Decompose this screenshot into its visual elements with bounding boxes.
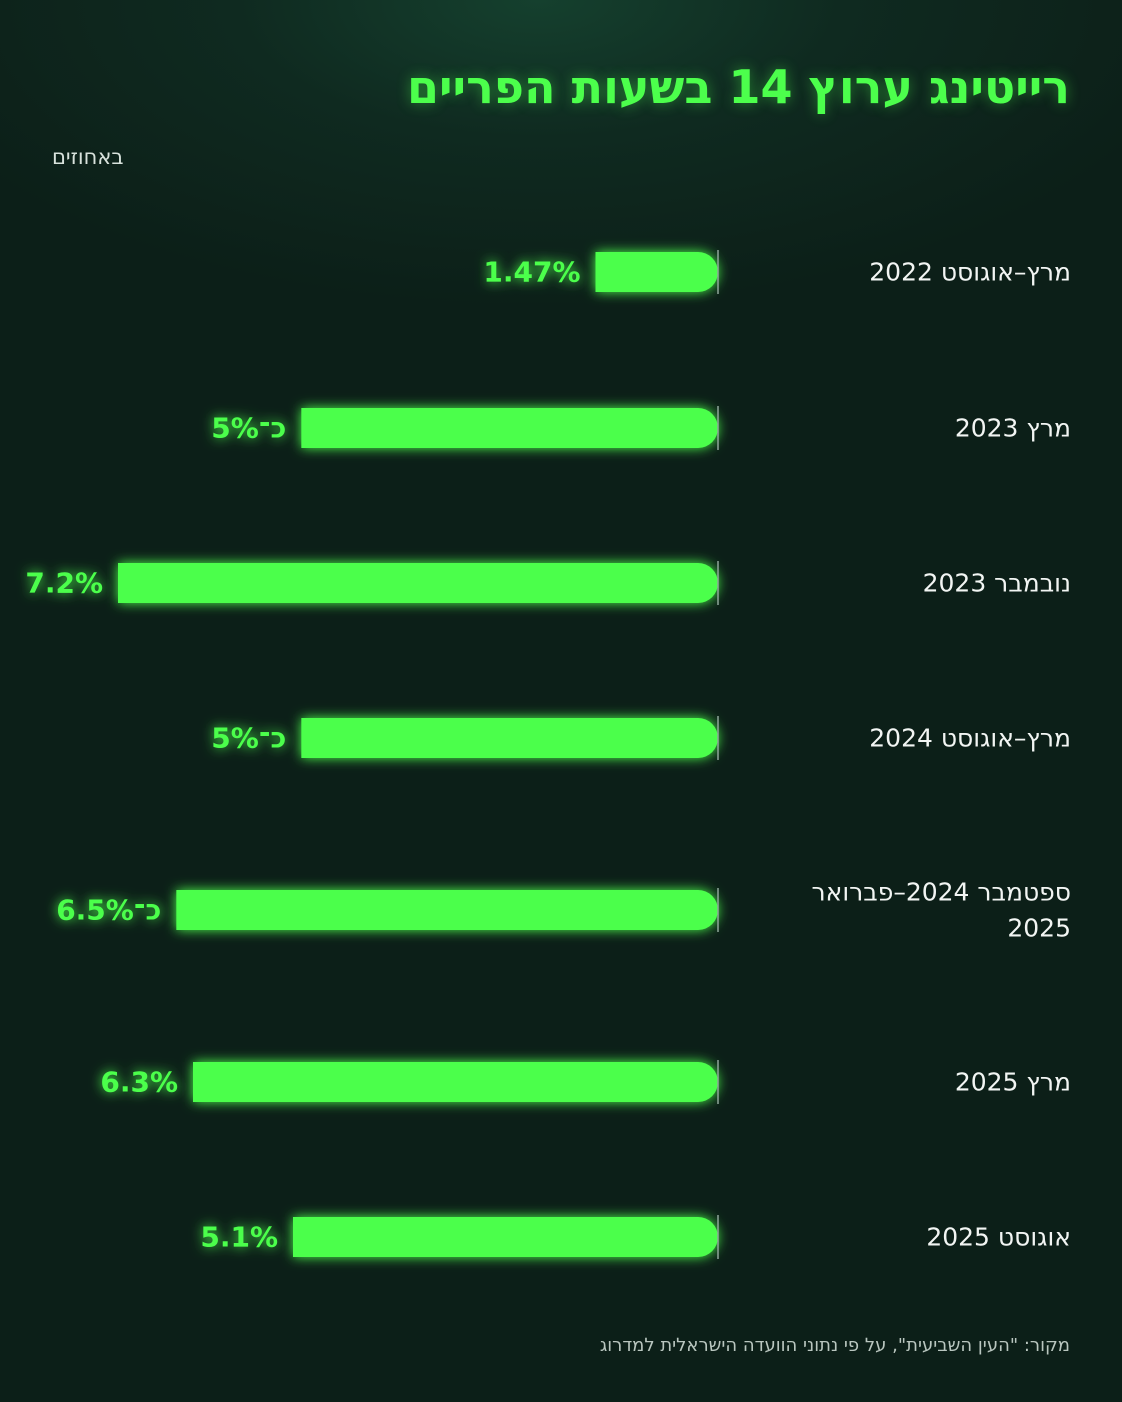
value-label-1: 1.47%: [483, 256, 580, 289]
bar-1: [595, 252, 718, 292]
category-label-2: מרץ 2023: [955, 414, 1071, 443]
category-label-4: מרץ–אוגוסט 2024: [869, 724, 1071, 753]
value-label-2: כ־5%: [211, 412, 286, 445]
source-note: מקור: "העין השביעית", על פי נתוני הוועדה…: [599, 1335, 1070, 1356]
bar-2: [301, 408, 718, 448]
value-label-4: כ־5%: [211, 722, 286, 755]
chart-title: רייטינג ערוץ 14 בשעות הפריים: [406, 60, 1070, 114]
value-label-7: 5.1%: [200, 1221, 278, 1254]
category-label-5-line-2: 2025: [1007, 914, 1071, 943]
category-label-3: נובמבר 2023: [923, 569, 1071, 598]
bar-4: [301, 718, 718, 758]
bar-7: [293, 1217, 718, 1257]
bar-5: [176, 890, 719, 930]
bars-layer: 1.47% מרץ–אוגוסט 2022 כ־5% מרץ 2023 7.2% נובמ…: [25, 250, 1071, 1259]
category-label-1: מרץ–אוגוסט 2022: [869, 258, 1071, 287]
bar-3: [118, 563, 718, 603]
category-label-6: מרץ 2025: [955, 1068, 1071, 1097]
category-label-7: אוגוסט 2025: [926, 1223, 1071, 1252]
chart-subtitle: באחוזים: [52, 145, 124, 169]
value-label-5: כ־6.5%: [56, 894, 161, 927]
bar-6: [193, 1062, 718, 1102]
category-label-5-line-1: ספטמבר 2024–פברואר: [812, 878, 1071, 907]
value-label-3: 7.2%: [25, 567, 103, 600]
value-label-6: 6.3%: [100, 1066, 178, 1099]
